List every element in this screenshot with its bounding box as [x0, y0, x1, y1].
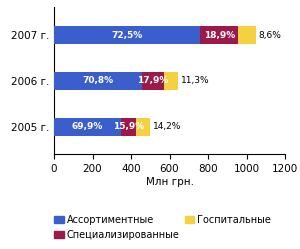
Bar — [54, 26, 200, 44]
X-axis label: Млн грн.: Млн грн. — [146, 177, 194, 187]
Bar — [238, 26, 256, 44]
Text: 18,9%: 18,9% — [204, 31, 235, 40]
Text: 17,9%: 17,9% — [137, 76, 169, 85]
Text: 8,6%: 8,6% — [259, 31, 281, 40]
Bar — [54, 118, 121, 135]
Text: 72,5%: 72,5% — [112, 31, 143, 40]
Bar — [164, 72, 178, 90]
Bar — [136, 118, 150, 135]
Legend: Ассортиментные, Специализированные, Госпитальные: Ассортиментные, Специализированные, Госп… — [54, 215, 271, 240]
Text: 14,2%: 14,2% — [153, 122, 181, 131]
Bar — [121, 118, 136, 135]
Bar — [200, 26, 238, 44]
Text: 70,8%: 70,8% — [82, 76, 114, 85]
Text: 15,9%: 15,9% — [113, 122, 144, 131]
Text: 69,9%: 69,9% — [72, 122, 103, 131]
Text: 11,3%: 11,3% — [181, 76, 210, 85]
Bar — [54, 72, 142, 90]
Bar — [142, 72, 164, 90]
